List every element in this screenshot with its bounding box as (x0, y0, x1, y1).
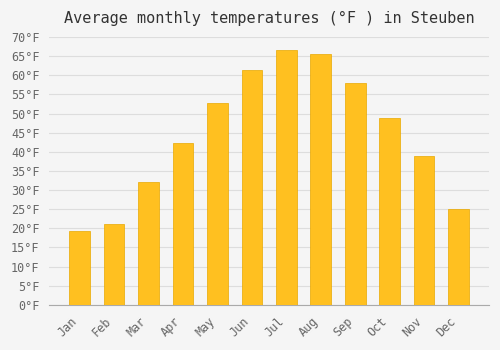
Bar (104, 224, 124, 305)
Bar (380, 118, 400, 305)
Bar (242, 70, 262, 305)
Bar (70, 231, 90, 305)
Bar (414, 156, 434, 305)
Bar (345, 83, 366, 305)
Bar (172, 142, 194, 305)
Bar (138, 182, 159, 305)
Bar (207, 103, 228, 305)
Title: Average monthly temperatures (°F ) in Steuben: Average monthly temperatures (°F ) in St… (64, 11, 474, 26)
Bar (276, 50, 296, 305)
Bar (310, 54, 331, 305)
Bar (448, 209, 469, 305)
